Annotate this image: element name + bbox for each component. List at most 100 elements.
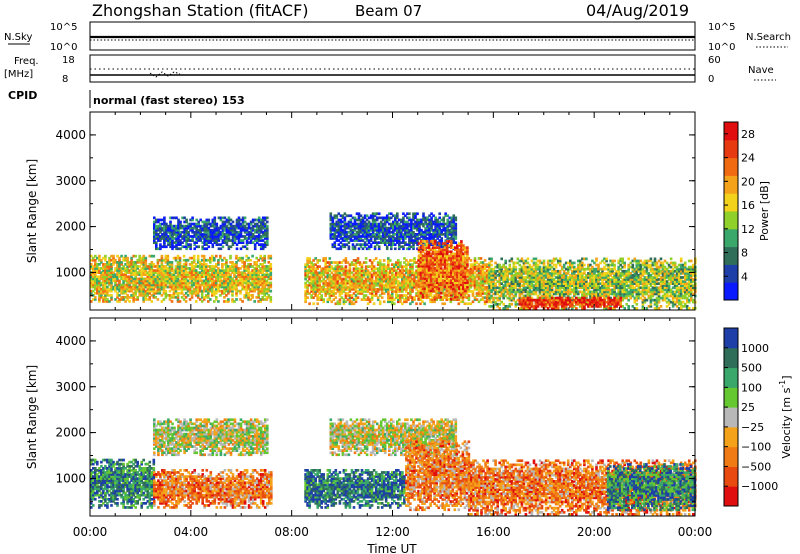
echo-cell [183, 228, 186, 232]
echo-cell [385, 233, 389, 236]
echo-cell [142, 291, 145, 295]
echo-cell [422, 222, 425, 226]
echo-cell [342, 273, 346, 277]
echo-cell [352, 279, 356, 283]
echo-cell [431, 264, 435, 268]
echo-cell [380, 296, 384, 299]
echo-cell [306, 275, 309, 279]
echo-cell [445, 266, 449, 270]
echo-cell [332, 277, 336, 281]
echo-cell [155, 220, 158, 224]
echo-cell [460, 293, 463, 297]
echo-cell [156, 275, 160, 279]
echo-cell [152, 273, 156, 276]
echo-cell [405, 290, 408, 293]
echo-cell [483, 259, 487, 262]
echo-cell [377, 224, 381, 228]
echo-cell [353, 235, 357, 238]
echo-cell [329, 228, 333, 232]
echo-cell [346, 294, 350, 297]
echo-cell [416, 218, 419, 222]
echo-cell [231, 265, 234, 268]
echo-cell [205, 228, 209, 232]
echo-cell [122, 281, 125, 285]
echo-cell [304, 273, 307, 277]
echo-cell [479, 269, 483, 273]
echo-cell [180, 296, 184, 299]
echo-cell [411, 273, 414, 277]
echo-cell [354, 296, 358, 299]
echo-cell [183, 216, 186, 220]
echo-cell [473, 263, 477, 266]
echo-cell [263, 230, 267, 234]
echo-cell [458, 269, 461, 272]
echo-cell [378, 277, 382, 281]
echo-cell [320, 275, 323, 279]
echo-cell [223, 285, 226, 289]
echo-cell [458, 281, 461, 285]
echo-cell [314, 273, 317, 277]
echo-cell [215, 281, 218, 285]
echo-cell [422, 224, 425, 228]
echo-cell [445, 283, 449, 287]
echo-cell [391, 269, 394, 273]
echo-cell [477, 269, 481, 273]
echo-cell [166, 254, 170, 258]
echo-cell [443, 296, 446, 299]
echo-cell [427, 281, 431, 285]
echo-cell [148, 267, 152, 270]
echo-cell [136, 271, 139, 274]
echo-cell [225, 289, 228, 293]
echo-cell [184, 267, 188, 270]
echo-cell [257, 230, 261, 234]
echo-cell [442, 222, 445, 226]
echo-cell [209, 256, 212, 260]
echo-cell [181, 237, 184, 240]
echo-cell [90, 279, 93, 283]
echo-cell [241, 222, 245, 226]
echo-cell [148, 275, 152, 279]
echo-cell [425, 252, 429, 256]
echo-cell [331, 216, 335, 220]
echo-cell [225, 271, 228, 274]
echo-cell [378, 288, 382, 291]
echo-cell [341, 228, 345, 232]
echo-cell [241, 216, 245, 220]
echo-cell [185, 243, 188, 246]
echo-cell [192, 271, 196, 274]
echo-cell [235, 289, 238, 293]
echo-cell [425, 266, 429, 270]
echo-cell [437, 275, 441, 278]
echo-cell [450, 252, 453, 256]
echo-cell [364, 294, 368, 297]
echo-cell [402, 241, 405, 244]
echo-cell [401, 302, 404, 306]
echo-cell [259, 245, 263, 249]
echo-cell [488, 298, 491, 302]
echo-cell [116, 265, 119, 268]
echo-cell [132, 296, 135, 299]
echo-cell [392, 214, 395, 218]
echo-cell [329, 237, 333, 240]
echo-cell [326, 265, 330, 268]
echo-cell [332, 275, 336, 279]
echo-cell [483, 302, 487, 306]
echo-cell [306, 259, 309, 262]
echo-cell [171, 226, 174, 230]
echo-cell [405, 288, 408, 291]
echo-cell [369, 228, 373, 232]
echo-cell [344, 265, 348, 268]
echo-cell [473, 267, 477, 271]
echo-cell [221, 273, 224, 276]
echo-cell [471, 275, 475, 279]
echo-cell [186, 273, 190, 276]
echo-cell [142, 273, 145, 276]
echo-cell [351, 235, 355, 238]
echo-cell [251, 277, 254, 281]
echo-cell [479, 273, 483, 277]
echo-cell [488, 269, 491, 273]
echo-cell [94, 277, 97, 281]
echo-cell [347, 245, 351, 249]
echo-cell [341, 237, 345, 240]
echo-cell [450, 222, 454, 226]
